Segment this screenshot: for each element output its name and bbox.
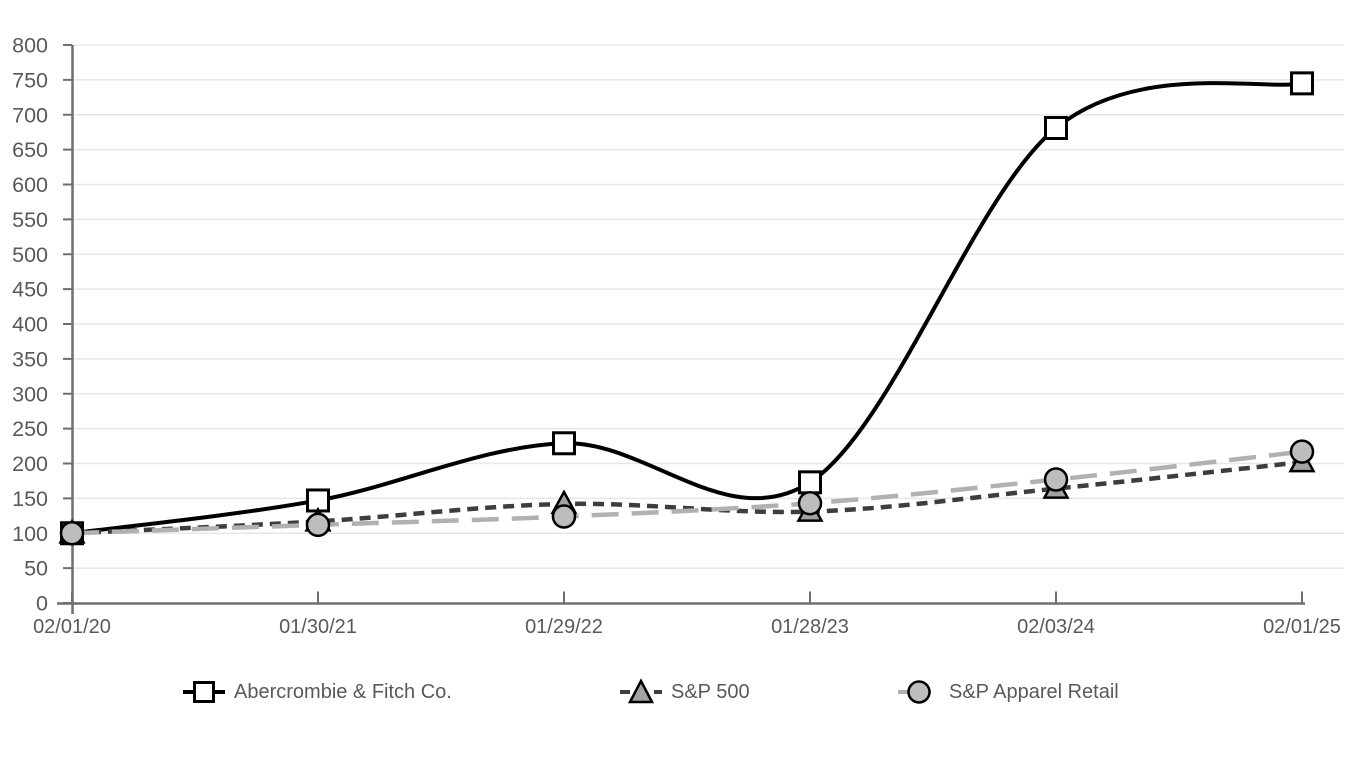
y-axis-label: 700: [12, 103, 48, 127]
y-axis-label: 250: [12, 417, 48, 441]
legend-item-abercrombie-fitch: Abercrombie & Fitch Co.: [183, 672, 452, 712]
marker-circle-s-p-apparel-retail: [305, 512, 331, 538]
series-line-s-p-500: [71, 459, 1303, 536]
marker-circle-s-p-apparel-retail: [59, 521, 85, 546]
marker-square-abercrombie-fitch-co: [798, 470, 822, 495]
x-axis-label: 01/30/21: [279, 616, 357, 638]
x-axis-label: 02/03/24: [1017, 616, 1095, 638]
square-marker-icon: [183, 681, 225, 703]
legend-label: Abercrombie & Fitch Co.: [234, 681, 452, 703]
y-axis-label: 750: [12, 68, 48, 92]
x-axis-label: 01/29/22: [525, 616, 603, 638]
marker-square-abercrombie-fitch-co: [1044, 116, 1068, 141]
y-axis-label: 50: [24, 557, 48, 581]
y-axis-label: 600: [12, 173, 48, 197]
legend-item-sp500: S&P 500: [620, 672, 750, 712]
y-axis-label: 300: [12, 382, 48, 406]
y-axis-label: 350: [12, 347, 48, 371]
circle-marker-icon: [898, 680, 940, 704]
y-axis-label: 0: [36, 592, 48, 616]
y-axis-label: 550: [12, 208, 48, 232]
series-line-s-p-apparel-retail: [71, 449, 1303, 536]
y-axis-label: 400: [12, 313, 48, 337]
marker-square-abercrombie-fitch-co: [552, 431, 576, 456]
marker-circle-s-p-apparel-retail: [1043, 467, 1069, 492]
series-line-abercrombie-fitch-co: [71, 81, 1303, 536]
marker-circle-s-p-apparel-retail: [1289, 439, 1315, 464]
x-axis-label: 01/28/23: [771, 616, 849, 638]
marker-circle-s-p-apparel-retail: [551, 504, 577, 529]
legend-label: S&P Apparel Retail: [949, 681, 1119, 703]
y-axis-label: 100: [12, 522, 48, 546]
x-axis-label: 02/01/25: [1263, 616, 1341, 638]
y-axis-label: 450: [12, 278, 48, 302]
chart-legend: Abercrombie & Fitch Co. S&P 500 S&P Appa…: [0, 672, 1348, 712]
legend-label: S&P 500: [671, 681, 750, 703]
y-axis-label: 200: [12, 452, 48, 476]
x-axis-label: 02/01/20: [33, 616, 111, 638]
y-axis-label: 650: [12, 138, 48, 162]
y-axis-label: 800: [12, 34, 48, 58]
triangle-marker-icon: [620, 678, 662, 704]
marker-circle-s-p-apparel-retail: [797, 491, 823, 516]
marker-square-abercrombie-fitch-co: [1290, 71, 1314, 96]
y-axis-label: 500: [12, 243, 48, 267]
legend-item-sp-apparel-retail: S&P Apparel Retail: [898, 672, 1119, 712]
y-axis-label: 150: [12, 487, 48, 511]
